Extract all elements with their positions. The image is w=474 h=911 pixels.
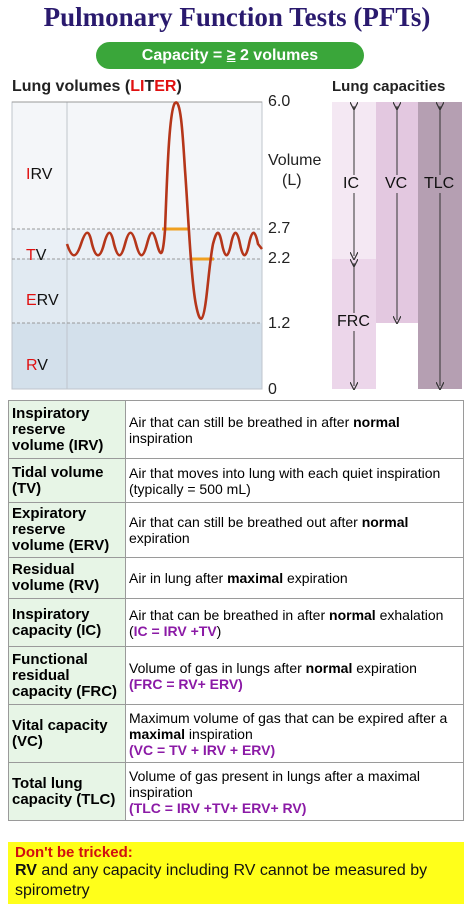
tlc-label: TLC bbox=[423, 175, 456, 193]
desc-cell: Air that can still be breathed out after… bbox=[125, 502, 464, 558]
term-cell: Inspiratory capacity (IC) bbox=[8, 598, 126, 647]
capacity-banner: Capacity = ≥ 2 volumes bbox=[96, 42, 364, 69]
irv-label: IRV bbox=[26, 166, 53, 183]
table-row: Inspiratory capacity (IC) Air that can b… bbox=[8, 598, 464, 647]
axis-label-unit: (L) bbox=[282, 172, 302, 189]
banner-suffix: 2 volumes bbox=[235, 47, 319, 64]
table-row: Functional residual capacity (FRC) Volum… bbox=[8, 646, 464, 705]
desc-cell: Air that can still be breathed in after … bbox=[125, 400, 464, 459]
tick-2-7: 2.7 bbox=[268, 220, 291, 237]
desc-cell: Volume of gas in lungs after normal expi… bbox=[125, 646, 464, 705]
banner-symbol: ≥ bbox=[226, 47, 236, 64]
desc-cell: Air that can be breathed in after normal… bbox=[125, 598, 464, 647]
table-row: Expiratory reserve volume (ERV) Air that… bbox=[8, 502, 464, 558]
desc-cell: Maximum volume of gas that can be expire… bbox=[125, 704, 464, 763]
term-cell: Functional residual capacity (FRC) bbox=[8, 646, 126, 705]
desc-cell: Air in lung after maximal expiration bbox=[125, 557, 464, 599]
spirometry-diagram bbox=[11, 101, 462, 400]
tick-0: 0 bbox=[268, 381, 277, 398]
term-cell: Total lung capacity (TLC) bbox=[8, 762, 126, 821]
term-cell: Vital capacity (VC) bbox=[8, 704, 126, 763]
tick-2-2: 2.2 bbox=[268, 250, 291, 267]
table-row: Tidal volume (TV) Air that moves into lu… bbox=[8, 458, 464, 503]
desc-cell: Air that moves into lung with each quiet… bbox=[125, 458, 464, 503]
table-row: Total lung capacity (TLC) Volume of gas … bbox=[8, 762, 464, 821]
irv-band bbox=[12, 102, 262, 229]
warning-box: Don't be tricked: RV and any capacity in… bbox=[8, 842, 464, 904]
tick-1-2: 1.2 bbox=[268, 315, 291, 332]
warning-text: RV and any capacity including RV cannot … bbox=[15, 862, 428, 899]
term-cell: Expiratory reserve volume (ERV) bbox=[8, 502, 126, 558]
lung-capacities-title: Lung capacities bbox=[332, 78, 446, 95]
table-row: Residual volume (RV) Air in lung after m… bbox=[8, 557, 464, 599]
page-title: Pulmonary Function Tests (PFTs) bbox=[43, 2, 431, 32]
erv-band bbox=[12, 259, 262, 323]
term-cell: Tidal volume (TV) bbox=[8, 458, 126, 503]
erv-label: ERV bbox=[26, 292, 59, 309]
axis-label-volume: Volume bbox=[268, 152, 322, 169]
term-cell: Inspiratory reserve volume (IRV) bbox=[8, 400, 126, 459]
warning-heading: Don't be tricked: bbox=[15, 844, 133, 861]
ic-label: IC bbox=[342, 175, 360, 193]
tv-label: TV bbox=[26, 247, 47, 264]
definitions-table: Inspiratory reserve volume (IRV) Air tha… bbox=[8, 400, 464, 821]
table-row: Inspiratory reserve volume (IRV) Air tha… bbox=[8, 400, 464, 459]
lung-volumes-title: Lung volumes (LITER) bbox=[12, 78, 182, 95]
rv-label: RV bbox=[26, 357, 48, 374]
tick-6: 6.0 bbox=[268, 93, 291, 110]
rv-band bbox=[12, 323, 262, 389]
vc-label: VC bbox=[384, 175, 409, 193]
banner-prefix: Capacity = bbox=[141, 47, 227, 64]
desc-cell: Volume of gas present in lungs after a m… bbox=[125, 762, 464, 821]
term-cell: Residual volume (RV) bbox=[8, 557, 126, 599]
frc-label: FRC bbox=[336, 313, 371, 331]
spirometry-trace bbox=[65, 101, 264, 320]
table-row: Vital capacity (VC) Maximum volume of ga… bbox=[8, 704, 464, 763]
